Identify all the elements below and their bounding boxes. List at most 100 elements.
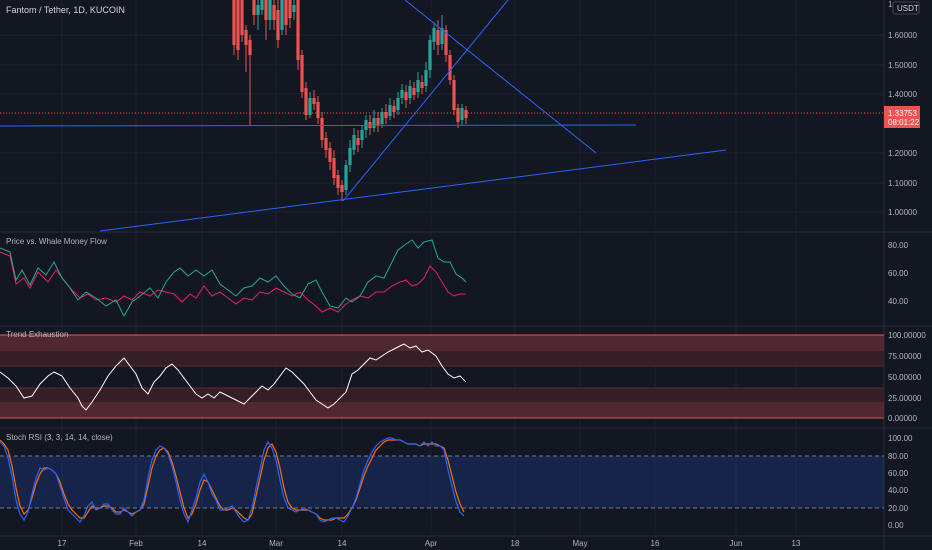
- countdown-value: 08:01:22: [888, 118, 920, 127]
- candle-body: [448, 55, 452, 80]
- price-tick-top: 1.: [888, 0, 895, 9]
- time-tick: May: [572, 539, 587, 548]
- candle-body: [284, 0, 288, 25]
- candle-body: [240, 0, 244, 35]
- candle-body: [232, 0, 236, 45]
- candle-body: [336, 175, 340, 188]
- candle-body: [416, 80, 420, 92]
- time-tick: Mar: [269, 539, 283, 548]
- last-price-badge: 1.33753 08:01:22: [884, 106, 920, 128]
- time-tick: 14: [338, 539, 347, 548]
- candle-body: [252, 0, 256, 15]
- whale-tick: 40.00: [888, 297, 909, 306]
- candle-body: [412, 88, 416, 95]
- trend-exhaustion-line: [0, 343, 467, 411]
- currency-label: USDT: [897, 4, 919, 13]
- candle-body: [260, 0, 264, 10]
- candle-body: [440, 28, 444, 44]
- candle-body: [380, 112, 384, 124]
- candle-body: [388, 105, 392, 116]
- candle-body: [248, 40, 252, 55]
- time-tick: 17: [58, 539, 67, 548]
- price-tick: 1.10000: [888, 179, 917, 188]
- candle-body: [392, 106, 396, 112]
- stoch-axis[interactable]: 100.00 80.00 60.00 40.00 20.00 0.00: [888, 434, 913, 530]
- stoch-pane-title[interactable]: Stoch RSI (3, 3, 14, 14, close): [6, 433, 113, 442]
- candlestick-series[interactable]: [232, 0, 468, 201]
- candle-body: [304, 88, 308, 115]
- candle-body: [300, 55, 304, 92]
- candle-body: [328, 148, 332, 162]
- stoch-tick: 60.00: [888, 469, 909, 478]
- candle-body: [372, 118, 376, 128]
- candle-body: [288, 0, 292, 18]
- candle-body: [464, 110, 468, 118]
- price-tick: 1.60000: [888, 31, 917, 40]
- stoch-tick: 80.00: [888, 452, 909, 461]
- candle-body: [264, 0, 268, 20]
- time-tick: Apr: [425, 539, 438, 548]
- stoch-tick: 100.00: [888, 434, 913, 443]
- candle-body: [292, 5, 296, 12]
- rising-trendline-steep: [342, 0, 509, 202]
- candle-body: [348, 148, 352, 165]
- trend-tick: 75.00000: [888, 352, 922, 361]
- stoch-d-line: [0, 439, 465, 521]
- symbol-title[interactable]: Fantom / Tether, 1D, KUCOIN: [6, 5, 125, 15]
- time-axis[interactable]: 17 Feb 14 Mar 14 Apr 18 May 16 Jun 13: [58, 539, 801, 548]
- time-tick: 18: [511, 539, 520, 548]
- time-tick: Jun: [730, 539, 743, 548]
- trend-tick: 0.00000: [888, 414, 917, 423]
- whale-price-line: [0, 239, 467, 318]
- candle-body: [280, 0, 284, 30]
- whale-axis[interactable]: 80.00 60.00 40.00: [888, 241, 909, 306]
- candle-body: [356, 138, 360, 145]
- trend-zones: [0, 334, 884, 419]
- candle-body: [400, 90, 404, 98]
- stoch-tick: 20.00: [888, 504, 909, 513]
- candle-body: [316, 102, 320, 118]
- candle-body: [268, 0, 272, 20]
- candle-body: [332, 158, 336, 178]
- candle-body: [236, 0, 240, 50]
- price-tick: 1.00000: [888, 208, 917, 217]
- rising-support-line: [99, 149, 727, 232]
- candle-body: [324, 138, 328, 150]
- candle-body: [344, 165, 348, 190]
- stoch-tick: 40.00: [888, 486, 909, 495]
- drawn-trendlines[interactable]: [0, 0, 727, 232]
- candle-body: [320, 118, 324, 140]
- candle-body: [428, 40, 432, 70]
- candle-body: [352, 135, 356, 150]
- trend-axis[interactable]: 100.00000 75.00000 50.00000 25.00000 0.0…: [888, 331, 926, 423]
- candle-body: [456, 108, 460, 122]
- time-tick: Feb: [129, 539, 143, 548]
- candle-body: [404, 92, 408, 100]
- price-tick: 1.50000: [888, 61, 917, 70]
- last-price-value: 1.33753: [888, 109, 917, 118]
- candle-body: [460, 108, 464, 120]
- price-tick: 1.40000: [888, 90, 917, 99]
- trend-tick: 50.00000: [888, 373, 922, 382]
- time-tick: 16: [651, 539, 660, 548]
- candle-body: [296, 0, 300, 60]
- candle-body: [360, 130, 364, 140]
- candle-body: [312, 98, 316, 104]
- candle-body: [244, 30, 248, 45]
- candle-body: [408, 86, 412, 98]
- trend-pane-title[interactable]: Trend Exhaustion: [6, 330, 68, 339]
- price-axis[interactable]: 1. 1.60000 1.50000 1.40000 1.20000 1.100…: [888, 0, 917, 217]
- price-tick: 1.20000: [888, 149, 917, 158]
- candle-body: [376, 118, 380, 125]
- whale-pane-title[interactable]: Price vs. Whale Money Flow: [6, 237, 107, 246]
- candle-body: [340, 185, 344, 192]
- whale-tick: 80.00: [888, 241, 909, 250]
- stoch-band: [0, 456, 884, 508]
- candle-body: [256, 5, 260, 15]
- time-tick: 13: [792, 539, 801, 548]
- trend-tick: 100.00000: [888, 331, 926, 340]
- currency-badge[interactable]: USDT: [892, 1, 920, 15]
- candle-body: [276, 10, 280, 40]
